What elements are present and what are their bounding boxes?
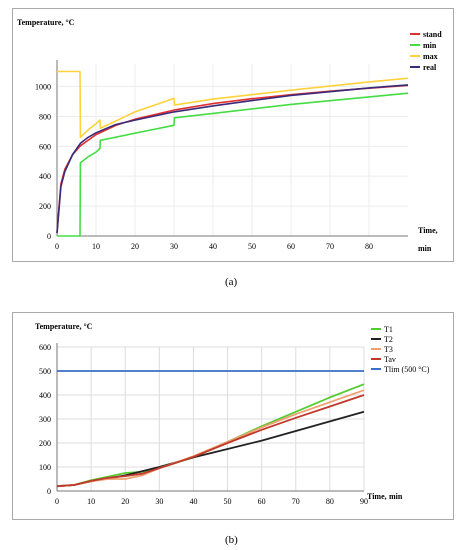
chart-a-y-axis-label: Temperature, °C bbox=[17, 18, 75, 27]
chart-b-xtick-label-7: 70 bbox=[292, 497, 300, 506]
chart-a-xtick-label-4: 40 bbox=[209, 242, 217, 251]
chart-b-xtick-label-5: 50 bbox=[224, 497, 232, 506]
chart-b-x-axis-label-2: min bbox=[389, 492, 403, 501]
chart-a-xtick-label-6: 60 bbox=[287, 242, 295, 251]
chart-b-xtick-label-1: 10 bbox=[87, 497, 95, 506]
chart-b-ytick-label-3: 300 bbox=[39, 415, 51, 424]
chart-a-xtick-label-2: 20 bbox=[131, 242, 139, 251]
chart-b-ytick-label-0: 0 bbox=[47, 487, 51, 496]
chart-b-ytick-label-4: 400 bbox=[39, 391, 51, 400]
chart-a-frame: 0 200 400 600 800 1000 0 10 20 30 40 50 60 70 80 Temper… bbox=[12, 8, 454, 262]
chart-a-xtick-label-3: 30 bbox=[170, 242, 178, 251]
chart-a-ytick-label-1: 200 bbox=[39, 202, 51, 211]
chart-b-ytick-label-2: 200 bbox=[39, 439, 51, 448]
chart-b-series-3-line bbox=[56, 394, 365, 488]
chart-a: 0 200 400 600 800 1000 0 10 20 30 40 50 60 70 80 Temper… bbox=[17, 18, 442, 253]
chart-a-legend-label-3: real bbox=[423, 63, 437, 72]
chart-b-ytick-label-5: 500 bbox=[39, 367, 51, 376]
chart-a-ytick-label-3: 600 bbox=[39, 142, 51, 151]
chart-b-ytick-label-1: 100 bbox=[39, 463, 51, 472]
chart-b-x-axis-label-1: Time, bbox=[367, 492, 387, 501]
chart-a-ytick-label-2: 400 bbox=[39, 172, 51, 181]
chart-a-x-axis-label-1: Time, bbox=[418, 226, 438, 235]
chart-b-legend-label-3: Tav bbox=[384, 355, 396, 364]
chart-a-caption: (a) bbox=[225, 276, 238, 288]
chart-b-legend-label-4: Tlim (500 °C) bbox=[384, 365, 430, 374]
chart-b-y-axis-label: Temperature, °C bbox=[35, 322, 93, 331]
chart-b-legend-label-2: T3 bbox=[384, 345, 393, 354]
chart-a-xtick-label-7: 70 bbox=[326, 242, 334, 251]
chart-b-frame: 0 100 200 300 400 500 600 0 10 20 30 40 50 60 70 80 90 Te… bbox=[12, 312, 454, 520]
chart-b-series-0-line bbox=[56, 383, 365, 488]
chart-a-series-2-line bbox=[57, 70, 409, 139]
chart-b-xtick-label-3: 30 bbox=[155, 497, 163, 506]
chart-a-legend-label-2: max bbox=[423, 52, 438, 61]
chart-b-ytick-label-6: 600 bbox=[39, 343, 51, 352]
chart-b-legend-label-0: T1 bbox=[384, 325, 393, 334]
chart-b-xtick-label-8: 80 bbox=[326, 497, 334, 506]
chart-a-xtick-label-5: 50 bbox=[248, 242, 256, 251]
chart-a-legend-label-0: stand bbox=[423, 30, 442, 39]
chart-b-xtick-label-0: 0 bbox=[55, 497, 59, 506]
chart-b-series-2-line bbox=[56, 389, 365, 488]
chart-a-xtick-label-8: 80 bbox=[365, 242, 373, 251]
chart-a-x-axis-label-2: min bbox=[418, 244, 432, 253]
chart-a-series-1-line bbox=[57, 92, 409, 237]
chart-b-legend-label-1: T2 bbox=[384, 335, 393, 344]
chart-a-ytick-label-5: 1000 bbox=[35, 82, 51, 91]
chart-a-xtick-label-1: 10 bbox=[92, 242, 100, 251]
chart-a-series-0-line bbox=[56, 84, 409, 234]
chart-a-ytick-label-0: 0 bbox=[47, 232, 51, 241]
chart-a-series-3-line bbox=[56, 84, 409, 234]
chart-a-legend-label-1: min bbox=[423, 41, 437, 50]
chart-b-caption: (b) bbox=[225, 534, 238, 546]
chart-b-xtick-label-6: 60 bbox=[258, 497, 266, 506]
chart-a-xtick-label-0: 0 bbox=[55, 242, 59, 251]
chart-a-ytick-label-4: 800 bbox=[39, 112, 51, 121]
chart-b: 0 100 200 300 400 500 600 0 10 20 30 40 50 60 70 80 90 Te… bbox=[35, 322, 430, 506]
chart-b-xtick-label-2: 20 bbox=[121, 497, 129, 506]
chart-b-xtick-label-9: 90 bbox=[360, 497, 368, 506]
chart-b-xtick-label-4: 40 bbox=[189, 497, 197, 506]
